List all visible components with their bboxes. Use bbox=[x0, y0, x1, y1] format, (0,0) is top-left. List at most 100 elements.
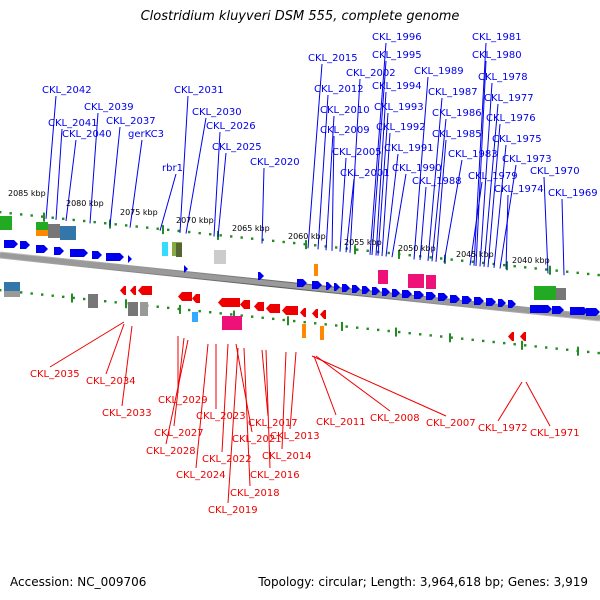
top-leader bbox=[307, 63, 323, 249]
scale-label: 2080 kbp bbox=[66, 199, 104, 208]
forward-gene bbox=[382, 288, 390, 296]
top-leader bbox=[475, 60, 487, 267]
lower-scale-dot bbox=[114, 301, 117, 304]
bottom-gene-label: CKL_2011 bbox=[316, 417, 366, 428]
forward-gene bbox=[297, 279, 307, 287]
lower-scale-dot bbox=[408, 331, 411, 335]
top-gene-label: CKL_2030 bbox=[192, 107, 242, 118]
lower-scale-dot bbox=[524, 344, 527, 347]
domain-box bbox=[36, 230, 48, 236]
lower-scale-dot bbox=[345, 325, 348, 328]
forward-gene bbox=[20, 241, 30, 249]
upper-scale-dot bbox=[114, 223, 117, 226]
top-leader bbox=[331, 135, 335, 251]
upper-scale-dot bbox=[534, 267, 537, 270]
top-gene-label: CKL_1995 bbox=[372, 50, 422, 61]
scale-label: 2065 kbp bbox=[232, 224, 270, 233]
domain-box bbox=[556, 288, 566, 300]
upper-scale-dot bbox=[0, 211, 2, 214]
forward-gene bbox=[474, 297, 484, 305]
top-leader bbox=[109, 126, 121, 226]
top-gene-label: CKL_1991 bbox=[384, 143, 434, 154]
forward-gene bbox=[334, 283, 340, 291]
top-gene-label: CKL_2031 bbox=[174, 85, 224, 96]
forward-gene bbox=[258, 272, 264, 280]
top-leader bbox=[561, 198, 565, 276]
bottom-gene-label: CKL_1972 bbox=[478, 423, 528, 434]
lower-scale-dot bbox=[0, 289, 2, 292]
domain-box bbox=[302, 324, 306, 338]
forward-gene bbox=[372, 287, 380, 295]
top-gene-label: CKL_2001 bbox=[340, 168, 390, 179]
lower-scale-dot bbox=[167, 306, 170, 310]
lower-scale-dot bbox=[503, 341, 506, 345]
top-leader bbox=[375, 91, 387, 256]
top-leader bbox=[419, 186, 427, 261]
forward-gene bbox=[352, 285, 360, 293]
scale-label: 2050 kbp bbox=[398, 244, 436, 253]
upper-scale-dot bbox=[272, 239, 275, 243]
lower-scale-dot bbox=[335, 324, 338, 327]
forward-gene bbox=[312, 281, 322, 289]
top-leader bbox=[479, 82, 493, 267]
top-gene-label: CKL_1973 bbox=[502, 154, 552, 165]
domain-box bbox=[408, 274, 424, 288]
domain-box bbox=[4, 282, 20, 292]
upper-scale-dot bbox=[482, 261, 485, 265]
reverse-gene bbox=[130, 286, 136, 295]
top-leader bbox=[469, 181, 483, 266]
top-gene-label: CKL_1983 bbox=[448, 149, 498, 160]
upper-scale-dot bbox=[20, 213, 23, 216]
top-gene-label: CKL_2037 bbox=[106, 116, 156, 127]
top-gene-label: CKL_1987 bbox=[428, 87, 478, 98]
upper-scale-dot bbox=[513, 265, 516, 268]
top-leader bbox=[159, 173, 177, 231]
lower-scale-dot bbox=[219, 312, 222, 315]
top-gene-label: CKL_2040 bbox=[62, 129, 112, 140]
bottom-gene-label: CKL_2033 bbox=[102, 408, 152, 419]
bottom-gene-label: CKL_2016 bbox=[250, 470, 300, 481]
forward-gene bbox=[4, 240, 18, 248]
bottom-leader bbox=[265, 349, 271, 469]
lower-scale-dot bbox=[587, 350, 590, 354]
lower-scale-dot bbox=[356, 326, 359, 329]
forward-gene bbox=[486, 298, 496, 306]
lower-scale-dot bbox=[492, 340, 495, 344]
top-gene-label: CKL_1977 bbox=[484, 93, 534, 104]
upper-scale-dot bbox=[93, 220, 96, 224]
bottom-leader bbox=[105, 323, 125, 375]
forward-gene bbox=[54, 247, 64, 255]
forward-gene bbox=[184, 265, 188, 273]
upper-scale-dot bbox=[524, 266, 527, 269]
top-gene-label: CKL_1978 bbox=[478, 72, 528, 83]
forward-gene bbox=[450, 295, 460, 303]
upper-scale-dot bbox=[209, 233, 212, 236]
upper-scale-dot bbox=[125, 224, 128, 227]
lower-scale-dot bbox=[387, 329, 390, 333]
upper-scale-dot bbox=[597, 273, 600, 277]
top-gene-label: CKL_1994 bbox=[372, 81, 422, 92]
upper-scale-dot bbox=[314, 244, 317, 247]
leader-layer bbox=[45, 42, 565, 504]
reverse-gene bbox=[120, 286, 126, 295]
top-leader bbox=[65, 139, 77, 221]
top-leader bbox=[493, 144, 507, 268]
top-gene-label: CKL_2005 bbox=[332, 147, 382, 158]
bottom-leader bbox=[497, 381, 523, 422]
bottom-leader bbox=[311, 355, 447, 417]
reverse-gene bbox=[508, 332, 514, 341]
forward-gene bbox=[508, 300, 516, 308]
lower-scale-dot bbox=[471, 338, 474, 342]
genome-summary: Topology: circular; Length: 3,964,618 bp… bbox=[258, 575, 588, 589]
forward-gene bbox=[552, 306, 564, 314]
map-title: Clostridium kluyveri DSM 555, complete g… bbox=[140, 9, 460, 24]
scale-label: 2060 kbp bbox=[288, 232, 326, 241]
top-gene-label: CKL_1986 bbox=[432, 108, 482, 119]
top-gene-label: CKL_1980 bbox=[472, 50, 522, 61]
top-gene-label: CKL_2020 bbox=[250, 157, 300, 168]
upper-scale-dot bbox=[219, 234, 222, 237]
upper-scale-dot bbox=[177, 229, 180, 233]
top-leader bbox=[55, 128, 63, 220]
upper-scale-dot bbox=[30, 214, 33, 217]
reverse-gene bbox=[282, 306, 298, 315]
